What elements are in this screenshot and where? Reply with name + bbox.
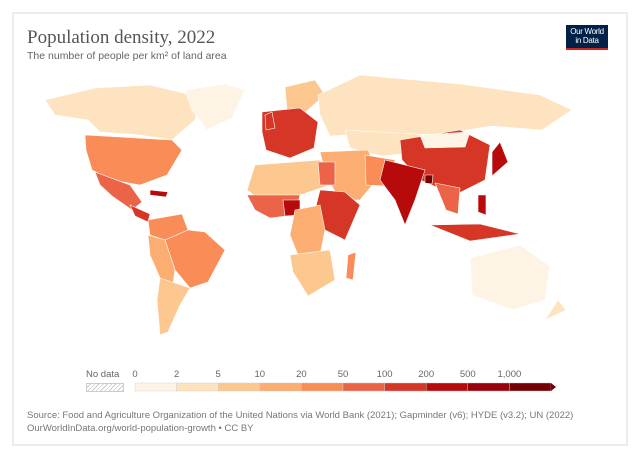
legend-no-data-label: No data bbox=[86, 369, 120, 380]
legend-bin-200-500[interactable] bbox=[426, 382, 469, 392]
region-madagascar[interactable] bbox=[345, 251, 357, 281]
legend-bin-50-100[interactable] bbox=[342, 382, 385, 392]
region-western-europe[interactable] bbox=[261, 107, 319, 159]
region-russia[interactable] bbox=[317, 74, 573, 137]
legend-bin-0-2[interactable] bbox=[134, 382, 177, 392]
owid-logo[interactable]: Our World in Data bbox=[566, 25, 608, 50]
region-mongolia[interactable] bbox=[419, 131, 471, 149]
legend-tick-label: 200 bbox=[418, 369, 435, 380]
legend-tick-label: 10 bbox=[254, 369, 266, 380]
region-usa[interactable] bbox=[84, 134, 183, 186]
legend-tick-label: 0 bbox=[132, 369, 138, 380]
legend-no-data-swatch bbox=[86, 383, 124, 392]
region-southern-africa[interactable] bbox=[289, 249, 336, 297]
region-philippines[interactable] bbox=[477, 194, 487, 216]
source-text: Source: Food and Agriculture Organizatio… bbox=[27, 410, 574, 421]
legend-bin-500-1000[interactable] bbox=[467, 382, 510, 392]
source-url[interactable]: OurWorldInData.org/world-population-grow… bbox=[27, 423, 254, 434]
legend-tick-label: 100 bbox=[376, 369, 393, 380]
region-southern-cone[interactable] bbox=[156, 277, 191, 336]
region-indonesia[interactable] bbox=[429, 223, 521, 242]
region-southeast-asia[interactable] bbox=[434, 182, 461, 215]
region-australia[interactable] bbox=[469, 244, 551, 311]
region-caribbean[interactable] bbox=[149, 189, 169, 198]
legend-bin-100-200[interactable] bbox=[384, 382, 427, 392]
legend-tick-label: 20 bbox=[296, 369, 307, 380]
region-egypt[interactable] bbox=[317, 161, 336, 186]
region-brazil[interactable] bbox=[164, 229, 226, 289]
region-scandinavia[interactable] bbox=[284, 79, 326, 116]
legend-bin-20-50[interactable] bbox=[301, 382, 344, 392]
chart-subtitle: The number of people per km² of land are… bbox=[27, 50, 227, 62]
region-india[interactable] bbox=[379, 159, 426, 226]
legend-bin-10-20[interactable] bbox=[259, 382, 302, 392]
legend-bin-1000+[interactable] bbox=[509, 382, 552, 392]
region-bangladesh[interactable] bbox=[424, 174, 434, 185]
legend-tick-label: 1,000 bbox=[497, 369, 522, 380]
legend-arrow bbox=[551, 383, 556, 391]
legend-bin-2-5[interactable] bbox=[176, 382, 219, 392]
chart-title: Population density, 2022 bbox=[27, 27, 216, 48]
region-new-zealand[interactable] bbox=[544, 299, 567, 321]
legend-tick-label: 50 bbox=[337, 369, 349, 380]
region-greenland[interactable] bbox=[184, 83, 246, 131]
legend-tick-label: 5 bbox=[215, 369, 221, 380]
region-uk[interactable] bbox=[264, 111, 276, 131]
region-japan-korea[interactable] bbox=[491, 141, 509, 177]
legend-tick-label: 2 bbox=[173, 369, 180, 380]
legend-bin-5-10[interactable] bbox=[217, 382, 260, 392]
legend-tick-label: 500 bbox=[459, 369, 476, 380]
